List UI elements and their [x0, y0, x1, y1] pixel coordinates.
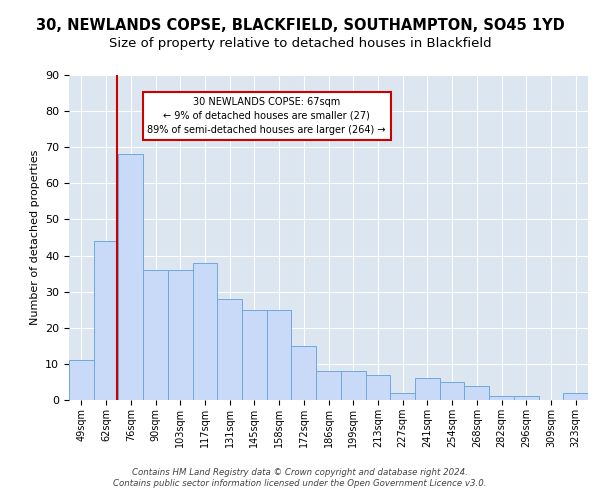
- Bar: [365, 374, 390, 400]
- Bar: [69, 360, 94, 400]
- Bar: [316, 371, 341, 400]
- Text: 30, NEWLANDS COPSE, BLACKFIELD, SOUTHAMPTON, SO45 1YD: 30, NEWLANDS COPSE, BLACKFIELD, SOUTHAMP…: [35, 18, 565, 32]
- Bar: [563, 393, 588, 400]
- Bar: [390, 393, 415, 400]
- Text: Size of property relative to detached houses in Blackfield: Size of property relative to detached ho…: [109, 38, 491, 51]
- Bar: [143, 270, 168, 400]
- Bar: [341, 371, 365, 400]
- Bar: [489, 396, 514, 400]
- Bar: [94, 241, 118, 400]
- Text: Contains HM Land Registry data © Crown copyright and database right 2024.
Contai: Contains HM Land Registry data © Crown c…: [113, 468, 487, 487]
- Bar: [440, 382, 464, 400]
- Bar: [242, 310, 267, 400]
- Bar: [514, 396, 539, 400]
- Bar: [118, 154, 143, 400]
- Bar: [193, 263, 217, 400]
- Y-axis label: Number of detached properties: Number of detached properties: [29, 150, 40, 325]
- Bar: [292, 346, 316, 400]
- Bar: [168, 270, 193, 400]
- Text: 30 NEWLANDS COPSE: 67sqm
← 9% of detached houses are smaller (27)
89% of semi-de: 30 NEWLANDS COPSE: 67sqm ← 9% of detache…: [148, 96, 386, 134]
- Bar: [464, 386, 489, 400]
- Bar: [415, 378, 440, 400]
- Bar: [217, 299, 242, 400]
- Bar: [267, 310, 292, 400]
